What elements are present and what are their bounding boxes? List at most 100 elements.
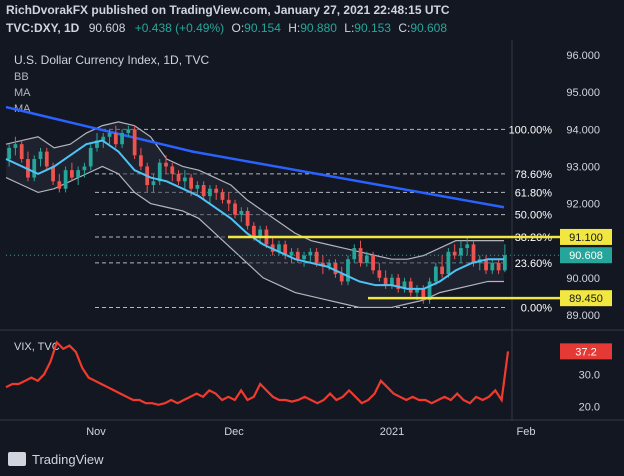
y-tick-label: 94.000 [566, 124, 600, 136]
candle-body [364, 255, 369, 263]
header-publish-line: RichDvorakFX published on TradingView.co… [6, 3, 450, 17]
candle-body [446, 251, 451, 275]
candle-body [421, 288, 426, 301]
candle-body [19, 144, 24, 160]
candle-body [132, 129, 137, 156]
vix-y-tick-label: 30.0 [579, 369, 600, 381]
header-o-label: O: [232, 21, 245, 35]
candle-body [314, 251, 319, 263]
candle-body [402, 281, 407, 289]
candle-body [415, 288, 419, 293]
candle-body [107, 133, 112, 137]
candle-body [346, 259, 350, 282]
candle-body [120, 133, 124, 145]
y-tick-label: 96.000 [566, 50, 600, 62]
candle-body [63, 170, 68, 189]
vix-y-tick-label: 20.0 [579, 401, 600, 413]
header-h-value: 90.880 [300, 21, 337, 35]
candle-body [289, 251, 294, 256]
candle-body [390, 277, 394, 286]
candle-body [101, 136, 106, 141]
resistance-level-tag: 91.100 [569, 232, 603, 244]
main-chart-layer: 89.00090.00091.00092.00093.00094.00095.0… [5, 50, 612, 438]
header-o-value: 90.154 [244, 21, 281, 35]
candle-body [459, 248, 463, 256]
tradingview-logo: TradingView [8, 452, 104, 467]
header-price: 90.608 [89, 21, 126, 35]
header-change: +0.438 (+0.49%) [135, 21, 224, 35]
fib-level-label: 100.00% [509, 124, 553, 136]
fib-level-label: 23.60% [515, 258, 553, 270]
vix-last-value-box [560, 343, 612, 360]
candle-body [302, 255, 306, 260]
main-pane-title: U.S. Dollar Currency Index, 1D, TVC [14, 53, 210, 67]
candle-body [164, 162, 168, 167]
candle-body [189, 177, 193, 189]
candle-body [126, 129, 131, 134]
fib-level-label: 50.00% [515, 210, 553, 222]
indicator-ma-label: MA [14, 87, 31, 99]
candle-body [465, 244, 470, 249]
candle-body [452, 251, 457, 256]
candle-body [182, 177, 187, 182]
candle-body [113, 133, 118, 145]
candle-body [88, 147, 93, 167]
candle-body [151, 181, 156, 185]
candle-body [13, 144, 18, 148]
bollinger-upper-line [5, 121, 504, 260]
candle-body [139, 155, 143, 167]
candle-body [471, 244, 476, 263]
y-tick-label: 93.000 [566, 161, 600, 173]
candle-body [339, 274, 344, 282]
candle-body [233, 203, 237, 215]
candle-body [308, 251, 313, 256]
candle-body [51, 166, 55, 182]
candle-body [484, 259, 488, 271]
candle-body [226, 199, 231, 204]
candle-body [176, 173, 181, 182]
bollinger-lower-line [5, 165, 504, 309]
x-tick-label: Feb [517, 426, 536, 438]
candle-body [440, 266, 444, 275]
candle-body [38, 151, 43, 160]
header-symbol-line: TVC:DXY, 1D 90.608 +0.438 (+0.49%) O:90.… [6, 21, 447, 35]
y-tick-label: 89.000 [566, 310, 600, 322]
y-tick-label: 90.000 [566, 273, 600, 285]
vix-line [5, 340, 510, 406]
indicator-bb-label: BB [14, 71, 29, 83]
candle-body [95, 140, 99, 148]
candle-body [408, 281, 413, 293]
candle-body [44, 151, 49, 167]
candle-body [208, 188, 212, 197]
candle-body [371, 255, 375, 271]
resistance-level-tag-box [560, 228, 612, 245]
candle-body [427, 281, 432, 301]
candle-body [490, 262, 495, 271]
candle-body [333, 262, 338, 275]
tradingview-logo-icon [8, 452, 26, 466]
vix-pane-title: VIX, TVC [14, 341, 60, 353]
candle-body [201, 185, 206, 197]
candle-body [76, 170, 81, 178]
candle-body [283, 244, 288, 256]
moving-average-short-line [5, 139, 504, 290]
candle-body [258, 229, 263, 237]
candle-body [327, 262, 332, 267]
candle-body [496, 262, 501, 271]
fib-level-label: 78.60% [515, 169, 553, 181]
tradingview-logo-text: TradingView [32, 452, 104, 467]
candle-body [239, 210, 244, 215]
header-l-value: 90.153 [354, 21, 391, 35]
candle-body [377, 270, 382, 278]
vix-last-value-tag: 37.2 [575, 346, 596, 358]
x-tick-label: 2021 [380, 426, 404, 438]
candle-body [383, 277, 388, 286]
y-tick-label: 95.000 [566, 87, 600, 99]
y-tick-label: 92.000 [566, 199, 600, 211]
x-tick-label: Nov [86, 426, 106, 438]
candle-body [7, 147, 12, 160]
candle-body [195, 185, 200, 189]
current-price-tag: 90.608 [569, 250, 603, 262]
